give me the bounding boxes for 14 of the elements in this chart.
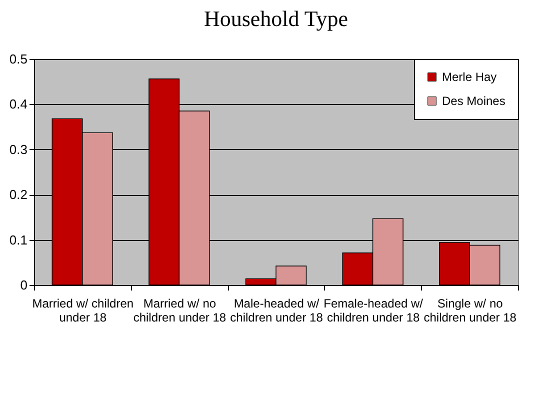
y-tick-label: 0.4 [9,96,28,112]
x-tick-label: Married w/ children under 18 [32,296,134,324]
y-tick-label: 0.5 [9,52,28,66]
x-tick-label: Single w/ no children under 18 [424,296,517,324]
y-tick-label: 0.3 [9,142,28,157]
x-tick-label: Married w/ no children under 18 [133,296,226,324]
x-tick-label: Female-headed w/ children under 18 [324,296,424,324]
y-tick-label: 0.1 [9,232,28,248]
y-tick-label: 0.2 [9,187,28,202]
y-tick-label: 0 [20,278,28,292]
x-tick-label: Male-headed w/ children under 18 [230,296,324,324]
chart-title: Household Type [204,6,348,31]
legend-label: Des Moines [442,94,506,108]
legend-label: Merle Hay [442,70,497,84]
